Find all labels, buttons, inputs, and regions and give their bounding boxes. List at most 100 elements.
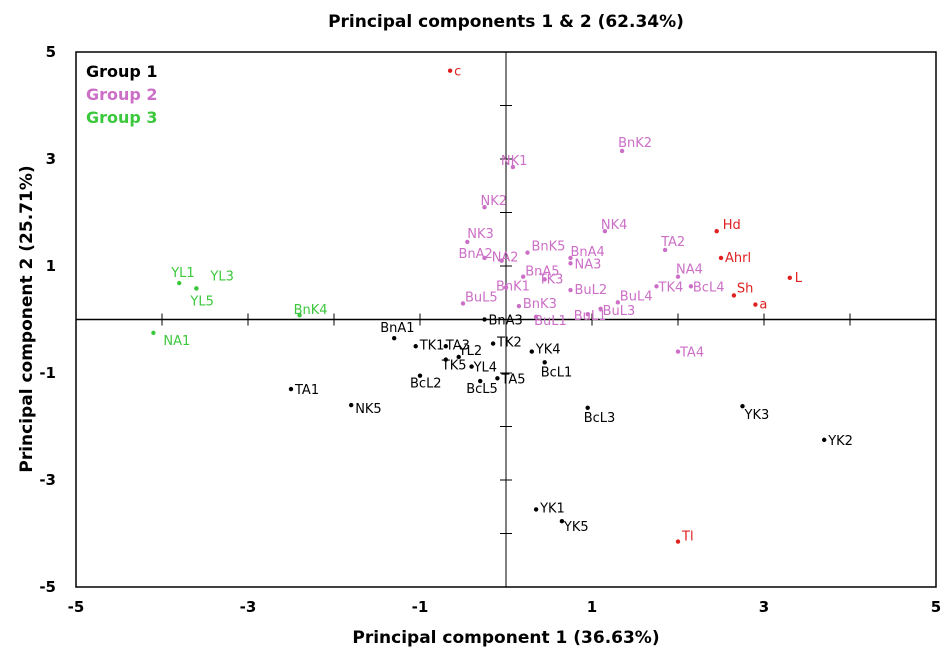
data-point-label: TK4 bbox=[658, 280, 684, 295]
data-point bbox=[619, 148, 625, 154]
data-point bbox=[460, 301, 466, 306]
legend-entry: Group 2 bbox=[86, 85, 158, 104]
data-point bbox=[443, 357, 448, 362]
data-point-label: YK5 bbox=[563, 520, 589, 535]
legend: Group 1 Group 2 Group 3 bbox=[86, 62, 158, 127]
data-point-label: BnK2 bbox=[618, 136, 652, 151]
data-point-label: BuL3 bbox=[603, 304, 636, 319]
data-point bbox=[529, 349, 534, 354]
data-point bbox=[568, 255, 573, 261]
data-point-label: YL4 bbox=[473, 361, 497, 376]
data-point bbox=[349, 402, 354, 408]
y-tick-label: 5 bbox=[46, 43, 56, 61]
data-point bbox=[482, 255, 487, 261]
data-point bbox=[688, 284, 694, 289]
x-tick-label: -1 bbox=[412, 598, 429, 616]
y-tick-label: -5 bbox=[39, 578, 56, 596]
data-point bbox=[533, 507, 539, 512]
data-point-label: BnK5 bbox=[532, 240, 566, 255]
data-point bbox=[499, 258, 504, 263]
data-point bbox=[585, 311, 590, 317]
x-tick-label: -5 bbox=[68, 598, 85, 616]
data-point bbox=[417, 373, 423, 378]
data-point-label: TA2 bbox=[660, 235, 685, 250]
data-point bbox=[542, 360, 547, 365]
data-point-label: BcL4 bbox=[693, 280, 725, 295]
data-point bbox=[478, 378, 483, 384]
data-point bbox=[392, 336, 397, 341]
data-point-label: YL5 bbox=[189, 294, 213, 309]
data-point-label: BnK3 bbox=[523, 297, 557, 312]
data-point-label: YK3 bbox=[744, 408, 770, 423]
data-point bbox=[465, 239, 470, 245]
data-point-label: TK1 bbox=[419, 338, 445, 353]
x-axis-label: Principal component 1 (36.63%) bbox=[352, 628, 659, 648]
data-point-label: YL2 bbox=[458, 344, 482, 359]
data-point-label: NA3 bbox=[575, 257, 602, 272]
data-point-label: BnA2 bbox=[459, 247, 493, 262]
y-tick-label: 1 bbox=[46, 257, 56, 275]
data-point bbox=[675, 274, 681, 279]
data-point bbox=[443, 344, 448, 349]
data-point-label: BcL5 bbox=[466, 382, 498, 397]
data-point-label: Tl bbox=[681, 530, 694, 545]
x-tick-label: 3 bbox=[759, 598, 769, 616]
data-point-label: TA4 bbox=[679, 346, 704, 361]
data-point-label: BcL3 bbox=[584, 411, 616, 426]
data-point bbox=[568, 261, 573, 266]
data-point-label: BuL2 bbox=[575, 283, 608, 298]
x-tick-label: 1 bbox=[587, 598, 597, 616]
data-point-label: NK2 bbox=[481, 194, 508, 209]
data-point-label: YL1 bbox=[170, 266, 194, 281]
data-point-label: YL3 bbox=[209, 269, 233, 284]
data-point-label: NK1 bbox=[501, 154, 528, 169]
data-point bbox=[615, 300, 620, 305]
data-point-label: TA3 bbox=[445, 338, 470, 353]
data-point bbox=[490, 341, 496, 346]
data-point-label: BnK4 bbox=[294, 303, 328, 318]
data-point bbox=[662, 247, 668, 253]
data-point bbox=[456, 354, 461, 360]
data-point bbox=[602, 229, 608, 234]
data-point bbox=[714, 229, 719, 234]
data-point-label: YK4 bbox=[535, 343, 561, 358]
data-point-label: NK3 bbox=[467, 227, 494, 242]
y-tick-label: -3 bbox=[39, 471, 56, 489]
data-point-label: Ahrl bbox=[725, 251, 751, 266]
y-tick-labels: 5 3 1 -1 -3 -5 bbox=[39, 43, 56, 596]
data-point-label: TA1 bbox=[294, 383, 319, 398]
data-point bbox=[151, 330, 156, 336]
data-point-label: BnA1 bbox=[380, 321, 414, 336]
data-point-label: NA1 bbox=[163, 334, 190, 349]
data-point bbox=[654, 284, 659, 289]
data-point bbox=[469, 364, 474, 369]
data-point bbox=[585, 405, 590, 410]
data-point bbox=[533, 314, 539, 320]
data-point-label: BnA5 bbox=[525, 265, 559, 280]
data-point-label: NK5 bbox=[355, 402, 382, 417]
data-point bbox=[413, 344, 418, 349]
data-point bbox=[787, 275, 792, 280]
legend-entry: Group 1 bbox=[86, 62, 158, 81]
data-point bbox=[297, 313, 302, 318]
chart-title: Principal components 1 & 2 (62.34%) bbox=[328, 12, 684, 32]
data-point-label: BnK1 bbox=[496, 279, 530, 294]
data-point-label: Hd bbox=[723, 218, 741, 233]
data-point bbox=[525, 250, 530, 255]
x-tick-label: 5 bbox=[931, 598, 941, 616]
data-point-label: L bbox=[795, 271, 803, 286]
data-point-label: c bbox=[454, 65, 461, 80]
data-point-label: TK3 bbox=[538, 272, 564, 287]
data-point bbox=[559, 518, 565, 524]
legend-entry: Group 3 bbox=[86, 108, 158, 127]
data-point-label: BuL4 bbox=[620, 289, 653, 304]
data-point-label: a bbox=[759, 298, 767, 313]
data-point-label: YK2 bbox=[827, 434, 853, 449]
x-tick-label: -3 bbox=[240, 598, 257, 616]
data-point bbox=[447, 68, 453, 73]
data-point bbox=[510, 164, 516, 170]
data-point-label: BuL5 bbox=[465, 290, 498, 305]
data-point-label: BnA3 bbox=[489, 314, 523, 329]
